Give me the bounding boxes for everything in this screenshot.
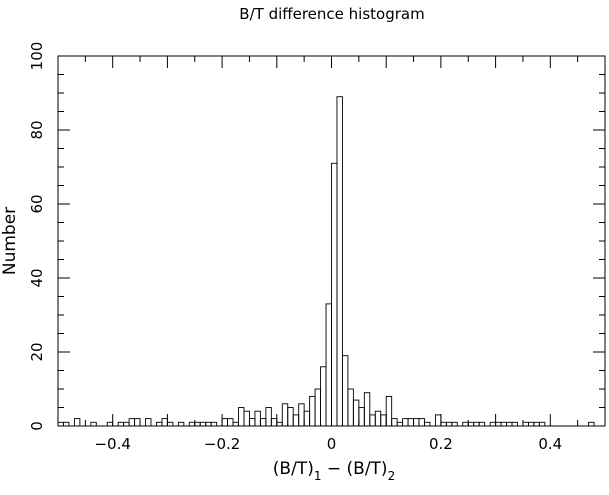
histogram-bar <box>292 414 300 427</box>
histogram-bar <box>259 418 267 427</box>
histogram-bar <box>473 421 480 427</box>
x-axis-tick-labels: −0.4 −0.2 0 0.2 0.4 <box>94 435 562 453</box>
histogram-bar <box>331 162 338 427</box>
histogram-bar <box>533 421 540 427</box>
y-tick-label: 40 <box>28 268 46 287</box>
y-axis-tick-labels: 0 20 40 60 80 100 <box>28 42 46 431</box>
histogram-bar <box>489 421 497 427</box>
histogram-bar <box>495 421 502 427</box>
histogram-bar <box>385 395 393 427</box>
histogram-bar <box>248 418 256 427</box>
x-axis-label-sub-1: 1 <box>314 469 322 483</box>
histogram-bar <box>134 418 141 427</box>
x-tick-label: −0.2 <box>204 435 240 453</box>
x-axis-ticks <box>57 56 606 426</box>
histogram-bar <box>478 421 486 427</box>
histogram-bar <box>309 395 316 427</box>
histogram-bar <box>63 421 70 427</box>
histogram-bar <box>380 414 387 427</box>
histogram-bar <box>352 399 360 427</box>
y-axis-ticks <box>58 55 605 427</box>
histogram-bar <box>73 418 81 427</box>
histogram-bar <box>462 421 469 427</box>
histogram-bar <box>407 418 414 427</box>
y-tick-label: 80 <box>28 120 46 139</box>
histogram-bar <box>90 421 97 427</box>
histogram-bar <box>358 407 365 427</box>
histogram-bar <box>402 418 409 427</box>
histogram-bar <box>194 421 201 427</box>
histogram-bar <box>166 421 174 427</box>
histogram-bar <box>467 421 475 427</box>
x-tick-label: 0.4 <box>538 435 562 453</box>
histogram-bar <box>298 403 305 427</box>
histogram-bar <box>265 407 272 427</box>
histogram-bar <box>522 421 529 427</box>
histogram-bar <box>347 388 354 427</box>
histogram-bar <box>588 421 595 427</box>
histogram-bar <box>238 407 245 427</box>
histogram-bar <box>270 418 278 427</box>
histogram-bar <box>424 421 431 427</box>
y-tick-label: 0 <box>28 421 46 431</box>
y-tick-label: 60 <box>28 194 46 213</box>
histogram-bar <box>227 418 234 427</box>
histogram-bar <box>325 303 332 427</box>
histogram-bar <box>57 421 64 427</box>
histogram-bar <box>276 421 283 427</box>
histogram-bar <box>117 421 125 427</box>
histogram-bar <box>374 410 382 427</box>
histogram-bar <box>188 421 196 427</box>
bars-group <box>57 96 595 427</box>
histogram-bar <box>161 418 168 427</box>
histogram-bar <box>538 421 546 427</box>
histogram-bar <box>210 421 218 427</box>
x-tick-label: −0.4 <box>94 435 130 453</box>
histogram-bar <box>396 421 404 427</box>
histogram-bar <box>128 418 136 427</box>
histogram-bar <box>205 421 212 427</box>
histogram-bar <box>254 410 261 427</box>
histogram-bar <box>221 418 229 427</box>
y-tick-label: 20 <box>28 342 46 361</box>
x-axis-label: (B/T)1 − (B/T)2 <box>273 459 395 483</box>
histogram-bar <box>336 96 343 427</box>
histogram-bar <box>320 366 327 427</box>
histogram-bar <box>413 418 420 427</box>
histogram-bar <box>418 418 425 427</box>
histogram-bar <box>341 355 349 427</box>
x-axis-label-sub-2: 2 <box>388 469 396 483</box>
y-axis-label: Number <box>0 207 20 275</box>
histogram-bar <box>281 403 289 427</box>
histogram-bar <box>369 414 376 427</box>
y-tick-label: 100 <box>28 42 46 71</box>
histogram-bar <box>106 421 114 427</box>
x-tick-label: 0 <box>327 435 337 453</box>
histogram-bar <box>145 418 152 427</box>
histogram-bar <box>314 388 322 427</box>
histogram-bar <box>506 421 513 427</box>
histogram-bar <box>303 410 311 427</box>
histogram-bar <box>527 421 535 427</box>
histogram-bar <box>363 392 371 427</box>
histogram-bar <box>199 421 207 427</box>
histogram-bar <box>451 421 458 427</box>
x-axis-label-part-1: (B/T) <box>273 459 314 479</box>
histogram-bar <box>287 407 294 427</box>
x-axis-label-part-2: − (B/T) <box>321 459 387 479</box>
histogram-bar <box>232 421 239 427</box>
histogram-bar <box>391 418 398 427</box>
histogram-bar <box>123 421 130 427</box>
x-tick-label: 0.2 <box>429 435 453 453</box>
histogram-bar <box>511 421 518 427</box>
histogram-bar <box>445 421 453 427</box>
histogram-bar <box>177 421 185 427</box>
histogram-bar <box>500 421 507 427</box>
histogram-bar <box>434 414 442 427</box>
histogram-bar <box>440 421 447 427</box>
histogram-bar <box>156 421 163 427</box>
histogram-bar <box>243 410 250 427</box>
chart-title: B/T difference histogram <box>239 5 424 23</box>
